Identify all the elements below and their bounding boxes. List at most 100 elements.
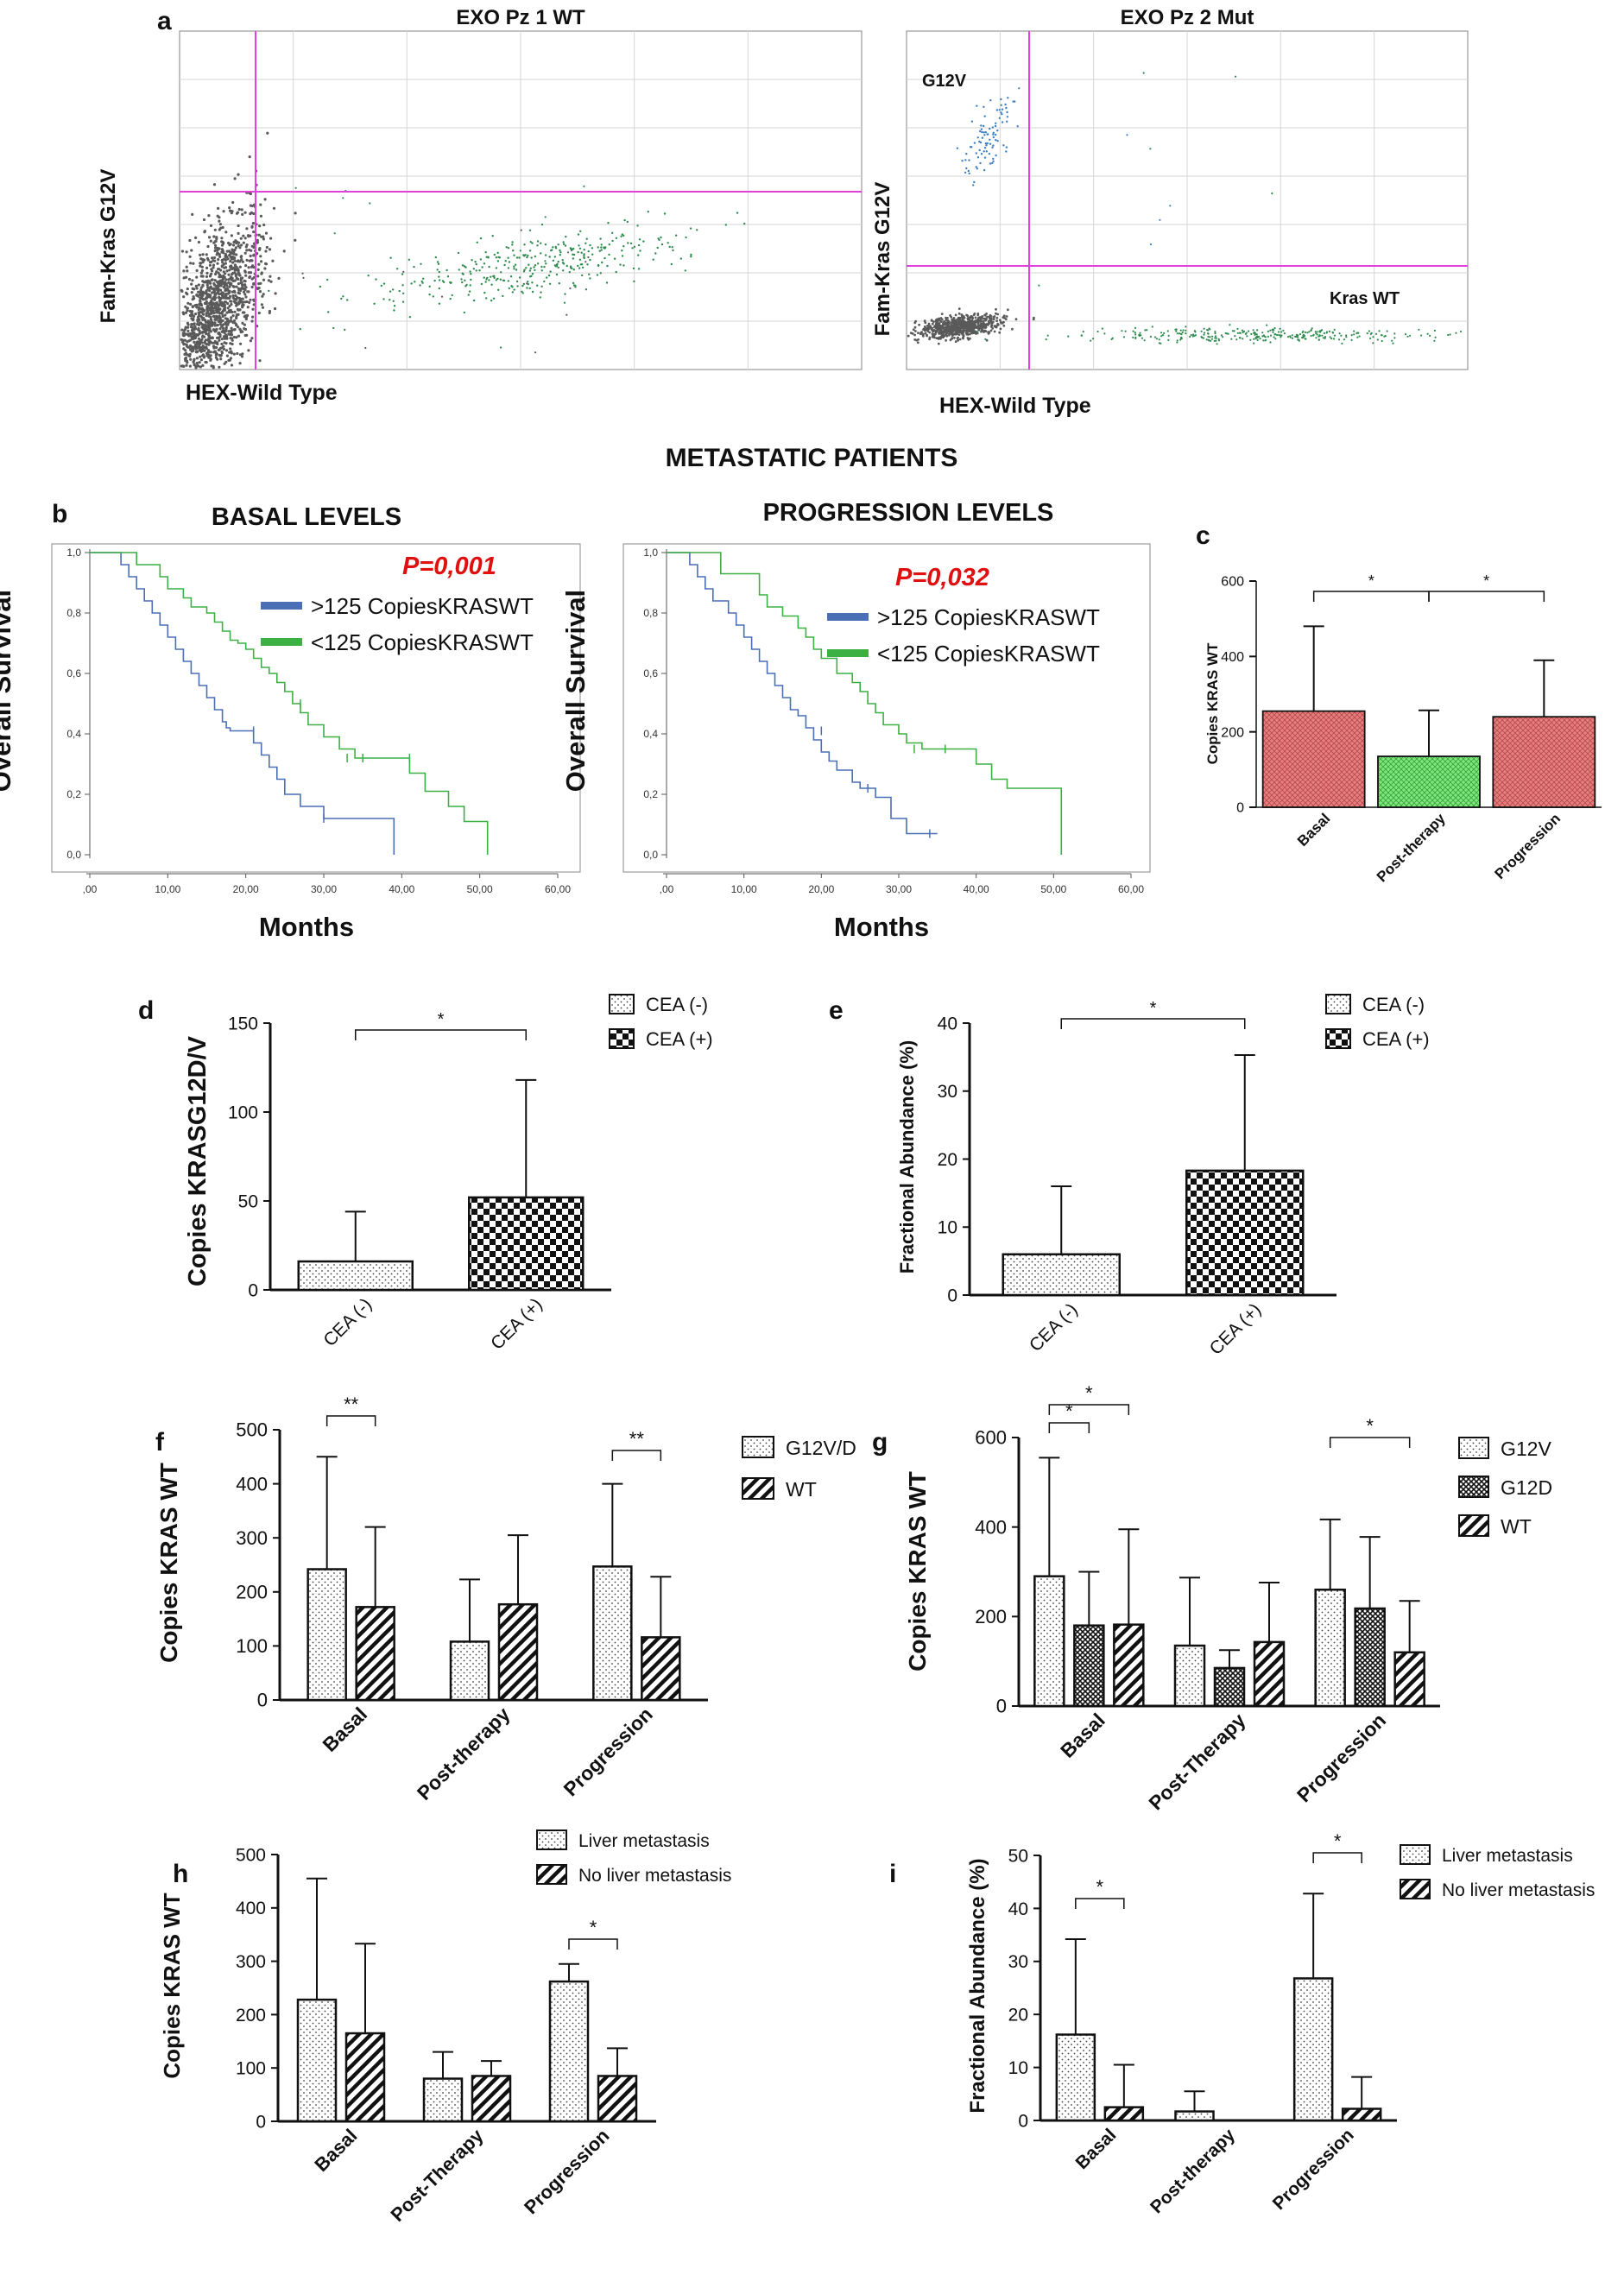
droplet: [235, 298, 238, 301]
droplet: [187, 277, 192, 281]
droplet: [207, 329, 211, 332]
droplet: [587, 250, 590, 253]
droplet: [581, 263, 584, 266]
y-tick-label: 200: [236, 1582, 268, 1603]
droplet: [483, 291, 486, 294]
droplet: [428, 293, 431, 296]
droplet: [238, 299, 243, 302]
droplet: [1304, 331, 1306, 333]
droplet: [204, 331, 207, 334]
droplet: [991, 327, 995, 330]
y-tick-label: 0,0: [66, 849, 81, 861]
significance-label: *: [590, 1917, 597, 1938]
droplet: [946, 317, 949, 319]
droplet: [945, 338, 947, 342]
droplet: [218, 288, 223, 292]
km-plot-progression: 0,00,20,40,60,81,0,00 10,00 20,00 30,00 40,0…: [560, 499, 1151, 942]
droplet: [1356, 332, 1359, 334]
droplet: [445, 269, 448, 272]
droplet: [225, 284, 229, 288]
droplet: [1233, 330, 1235, 332]
droplet: [438, 270, 440, 274]
droplet: [186, 306, 189, 310]
droplet: [220, 311, 224, 314]
droplet: [1146, 329, 1148, 332]
droplet: [243, 237, 247, 240]
droplet: [208, 355, 212, 358]
droplet: [544, 243, 547, 246]
droplet: [1350, 334, 1353, 337]
droplet: [199, 271, 203, 275]
droplet: [551, 249, 553, 251]
droplet: [436, 269, 439, 271]
droplet: [218, 327, 222, 331]
droplet: [1176, 332, 1179, 335]
category-label: Progression: [1269, 2125, 1358, 2214]
droplet: [243, 211, 247, 214]
droplet: [995, 122, 997, 124]
droplet: [957, 312, 961, 315]
droplet: [199, 299, 202, 302]
droplet: [476, 241, 478, 243]
droplet: [979, 130, 982, 133]
droplet: [223, 308, 227, 312]
droplet: [599, 272, 602, 275]
droplet: [932, 334, 934, 338]
droplet: [1253, 342, 1255, 344]
droplet: [972, 322, 975, 325]
droplet: [976, 323, 980, 326]
droplet: [577, 250, 579, 254]
droplet: [1315, 337, 1318, 339]
droplet: [1190, 333, 1192, 337]
droplet: [319, 285, 322, 288]
droplet: [207, 214, 211, 218]
category-label: Basal: [1294, 810, 1334, 850]
legend-label: >125 CopiesKRASWT: [311, 593, 534, 619]
droplet: [422, 277, 425, 280]
droplet: [191, 305, 194, 308]
droplet: [969, 320, 972, 324]
droplet: [265, 245, 269, 250]
droplet: [995, 139, 997, 142]
droplet: [1302, 336, 1305, 339]
droplet: [375, 278, 377, 281]
legend-label: WT: [786, 1478, 817, 1501]
droplet: [184, 311, 188, 314]
droplet: [497, 256, 500, 259]
droplet: [197, 306, 200, 309]
droplet: [1000, 111, 1002, 114]
droplet: [393, 305, 396, 307]
bar: [1213, 1666, 1246, 1708]
panel-letter-g: g: [872, 1428, 888, 1457]
droplet: [961, 321, 964, 324]
droplet: [996, 313, 1000, 316]
droplet: [219, 269, 223, 272]
droplet: [231, 294, 235, 298]
droplet: [235, 285, 238, 288]
droplet: [547, 274, 551, 277]
droplet: [191, 212, 194, 216]
droplet: [983, 105, 985, 109]
droplet: [637, 254, 640, 256]
droplet: [578, 267, 581, 269]
droplet: [467, 294, 470, 296]
droplet: [202, 281, 205, 284]
droplet: [568, 271, 571, 274]
droplet: [200, 315, 204, 319]
droplet: [457, 251, 460, 255]
droplet: [995, 316, 999, 319]
droplet: [961, 160, 964, 162]
droplet: [1298, 338, 1300, 341]
bar: [1113, 1623, 1145, 1708]
droplet: [256, 268, 260, 271]
droplet: [505, 246, 508, 249]
droplet: [419, 284, 421, 287]
droplet: [263, 198, 267, 201]
droplet: [260, 303, 263, 306]
droplet: [211, 309, 214, 313]
droplet: [251, 222, 255, 225]
droplet: [201, 318, 205, 321]
droplet: [1011, 327, 1014, 331]
droplet: [536, 244, 539, 247]
droplet: [239, 256, 243, 259]
